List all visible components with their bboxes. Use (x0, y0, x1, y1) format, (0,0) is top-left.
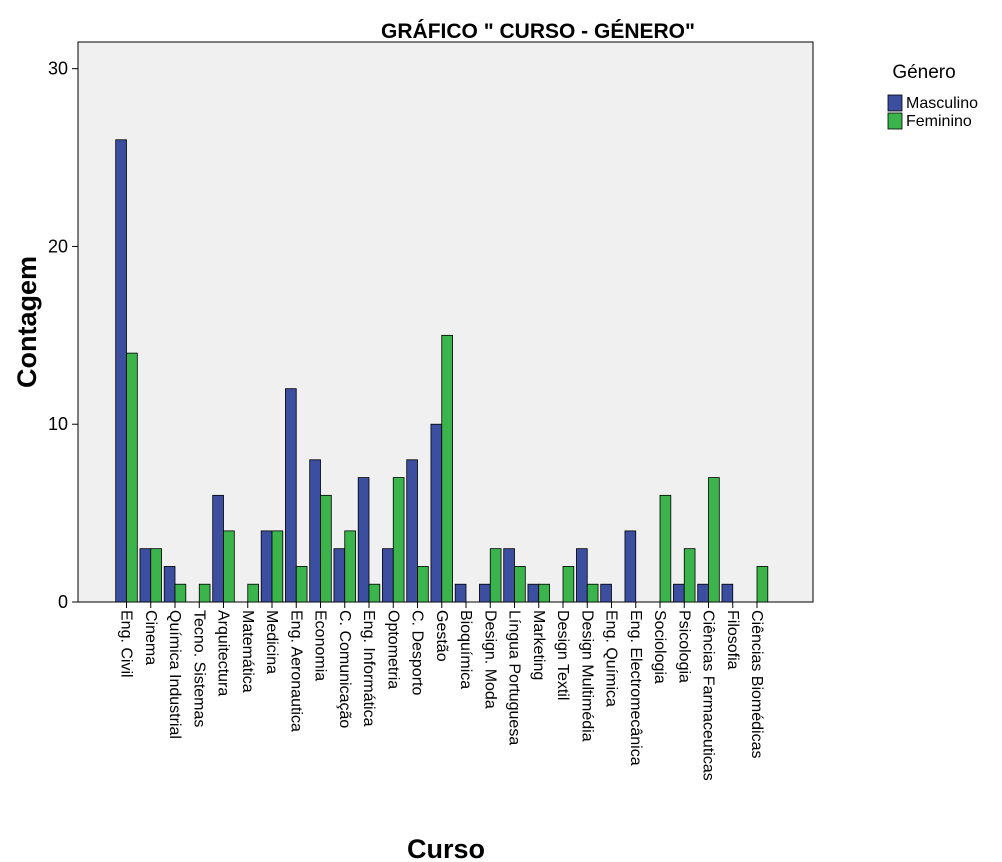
x-tick-label: Cinema (142, 610, 159, 665)
y-axis: 0 10 20 30 (48, 59, 78, 612)
x-tick-label: Medicina (263, 610, 280, 674)
x-tick-label: Arquitectura (215, 610, 232, 696)
bar-feminino (562, 566, 575, 603)
bar-masculino (309, 459, 321, 603)
legend-title: Género (892, 62, 955, 83)
bar-masculino (139, 548, 152, 603)
legend-label-feminino: Feminino (906, 113, 972, 130)
x-tick-label: Sociologia (651, 610, 668, 684)
bar-masculino (260, 530, 273, 603)
bar-feminino (126, 352, 138, 603)
bar-feminino (295, 566, 308, 603)
bar-masculino (357, 477, 370, 603)
bar-masculino (406, 459, 418, 603)
bar-masculino (673, 583, 685, 603)
bar-masculino (576, 548, 588, 603)
x-tick-label: Eng. Civil (118, 610, 135, 678)
x-tick-label: Optometria (384, 610, 401, 689)
y-axis-title: Contagem (12, 256, 42, 388)
chart-title: GRÁFICO " CURSO - GÉNERO" (381, 20, 695, 43)
x-tick-label: Gestão (433, 610, 450, 662)
legend-swatch-feminino (887, 112, 903, 130)
bar-feminino (271, 530, 284, 603)
x-tick-label: Design Textil (554, 610, 571, 700)
x-tick-label: Eng. Química (603, 610, 620, 707)
bar-masculino (382, 548, 394, 603)
bar-masculino (721, 583, 734, 603)
x-axis-title: Curso (407, 834, 485, 862)
bar-masculino (333, 548, 346, 603)
x-tick-label: Filosofia (724, 610, 741, 670)
x-tick-label: Eng. Informática (360, 610, 377, 727)
bar-feminino (708, 477, 720, 603)
x-tick-label: Ciências Farmaceuticas (700, 610, 717, 781)
bar-masculino (503, 548, 515, 603)
bar-masculino (430, 423, 443, 603)
bar-feminino (392, 477, 405, 603)
bar-masculino (697, 583, 709, 603)
bar-masculino (285, 388, 297, 603)
bar-masculino (600, 583, 612, 603)
bar-feminino (223, 530, 235, 603)
bar-masculino (527, 583, 540, 603)
x-tick-label: Língua Portuguesa (506, 610, 523, 745)
x-tick-label: Química Industrial (166, 610, 183, 739)
x-tick-label: Design. Moda (481, 610, 498, 709)
bar-feminino (489, 548, 502, 603)
x-tick-label: C. Comunicação (336, 610, 353, 728)
bar-feminino (514, 566, 526, 603)
bar-feminino (441, 334, 453, 603)
y-tick-label: 10 (48, 414, 68, 434)
legend-swatch-masculino (887, 94, 903, 112)
x-tick-label: Ciências Biomédicas (748, 610, 765, 759)
bar-feminino (756, 566, 769, 603)
bar-feminino (198, 583, 211, 603)
bar-feminino (417, 566, 429, 603)
bar-masculino (115, 139, 127, 603)
bar-feminino (174, 583, 187, 603)
bar-feminino (586, 583, 599, 603)
x-tick-label: Tecno. Sistemas (190, 610, 207, 727)
bar-feminino (683, 548, 696, 603)
x-tick-label: C. Desporto (409, 610, 426, 695)
y-tick-label: 30 (48, 59, 68, 79)
bar-masculino (212, 494, 224, 603)
bar-feminino (344, 530, 356, 603)
x-tick-label: Marketing (530, 610, 547, 680)
bar-feminino (320, 494, 332, 603)
x-tick-label: Psicologia (675, 610, 692, 683)
x-axis-tick-labels: Eng. Civil Cinema Química Industrial Tecno.… (118, 602, 765, 781)
bar-feminino (368, 583, 381, 603)
bar-masculino (624, 530, 637, 603)
y-tick-label: 0 (58, 592, 68, 612)
legend-label-masculino: Masculino (906, 95, 978, 112)
bar-masculino (163, 566, 176, 603)
bar-masculino (479, 583, 491, 603)
bar-feminino (659, 494, 672, 603)
bars-group (115, 139, 769, 603)
bar-feminino (538, 583, 550, 603)
x-tick-label: Bioquímica (457, 610, 474, 689)
x-tick-label: Matemática (239, 610, 256, 693)
bar-feminino (150, 548, 162, 603)
x-tick-label: Eng. Aeronautica (287, 610, 304, 732)
bar-feminino (247, 583, 259, 603)
y-tick-label: 20 (48, 236, 68, 256)
bar-masculino (454, 583, 467, 603)
x-tick-label: Eng. Electromecânica (627, 610, 644, 766)
x-tick-label: Design Multimédia (578, 610, 595, 742)
x-tick-label: Economia (312, 610, 329, 681)
